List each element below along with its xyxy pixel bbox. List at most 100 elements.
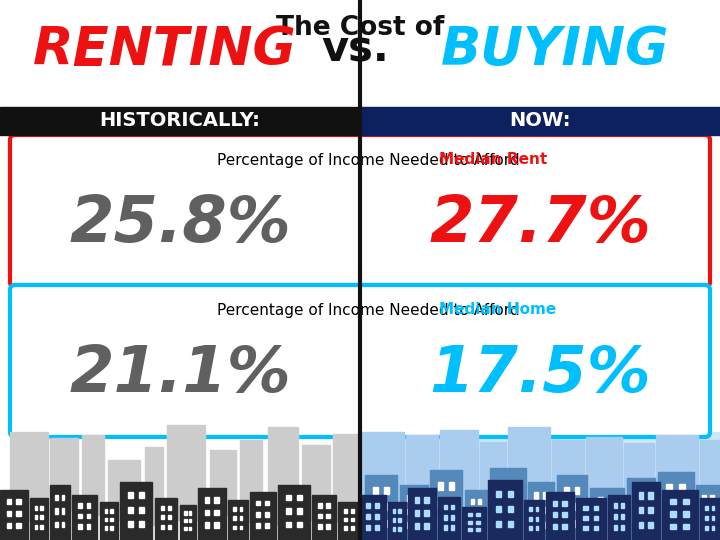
Bar (333, 434, 358, 522)
Bar (145, 447, 163, 525)
Bar (562, 501, 567, 506)
Bar (562, 524, 567, 529)
Bar (0, 0, 720, 110)
Bar (508, 491, 513, 497)
Bar (557, 475, 587, 540)
Bar (168, 505, 171, 510)
Bar (215, 522, 219, 528)
Bar (705, 526, 708, 530)
Bar (583, 526, 588, 530)
Bar (438, 518, 443, 526)
Bar (167, 425, 205, 520)
Bar (462, 507, 486, 540)
Text: BUYING: BUYING (441, 24, 669, 76)
Bar (536, 526, 539, 530)
Bar (478, 511, 481, 517)
Bar (449, 482, 454, 490)
Bar (17, 499, 21, 504)
Bar (667, 519, 672, 526)
Bar (710, 495, 714, 501)
Bar (297, 495, 302, 501)
FancyBboxPatch shape (10, 135, 710, 287)
Bar (613, 514, 617, 519)
Bar (360, 107, 720, 135)
Bar (658, 472, 694, 540)
Bar (343, 526, 347, 530)
Bar (240, 516, 243, 520)
Bar (702, 522, 706, 528)
Bar (586, 437, 622, 532)
Bar (408, 488, 436, 540)
Bar (373, 519, 378, 526)
Bar (644, 489, 648, 496)
Bar (543, 522, 547, 528)
Bar (511, 518, 517, 526)
Bar (621, 514, 624, 519)
Bar (30, 498, 48, 540)
Bar (407, 495, 411, 501)
Bar (667, 484, 672, 491)
Bar (375, 514, 379, 519)
Bar (256, 512, 261, 517)
Bar (139, 492, 144, 498)
Bar (528, 482, 554, 540)
Bar (553, 512, 557, 517)
Bar (204, 510, 209, 515)
Bar (55, 495, 58, 501)
Bar (576, 498, 606, 540)
Bar (139, 507, 144, 512)
Bar (228, 500, 248, 540)
Bar (430, 470, 462, 540)
Text: 21.1%: 21.1% (69, 343, 291, 405)
Bar (180, 505, 196, 540)
Bar (649, 492, 653, 498)
Bar (610, 497, 616, 503)
Bar (398, 518, 401, 522)
Bar (55, 522, 58, 527)
Bar (168, 525, 171, 529)
Bar (398, 527, 401, 531)
Bar (634, 505, 638, 511)
Bar (384, 519, 389, 526)
Bar (508, 427, 550, 535)
Bar (351, 517, 354, 521)
Bar (438, 482, 443, 490)
Bar (50, 438, 78, 510)
Bar (398, 509, 401, 513)
Bar (639, 492, 643, 498)
Bar (86, 514, 91, 518)
Bar (679, 484, 685, 491)
Bar (639, 507, 643, 513)
Bar (184, 527, 186, 530)
Bar (184, 511, 186, 515)
Bar (451, 525, 454, 530)
Bar (0, 432, 360, 540)
Text: Median Rent: Median Rent (439, 152, 547, 167)
FancyBboxPatch shape (10, 285, 710, 437)
Bar (508, 521, 513, 528)
Bar (278, 485, 310, 540)
Bar (400, 485, 428, 540)
Bar (656, 435, 698, 535)
Bar (233, 525, 236, 529)
Bar (351, 509, 354, 512)
Bar (375, 503, 379, 508)
Bar (360, 432, 720, 540)
Bar (634, 489, 638, 496)
Bar (649, 522, 653, 528)
Bar (384, 503, 389, 510)
Bar (86, 503, 91, 508)
Text: Percentage of Income Needed to Afford: Percentage of Income Needed to Afford (217, 152, 524, 167)
Bar (108, 460, 140, 520)
Bar (35, 525, 37, 529)
Bar (478, 499, 481, 504)
Bar (710, 522, 714, 528)
Bar (265, 523, 269, 528)
Text: 27.7%: 27.7% (429, 193, 651, 255)
Bar (326, 503, 330, 508)
Bar (286, 495, 291, 501)
Bar (593, 526, 598, 530)
Bar (632, 482, 660, 540)
Bar (10, 432, 48, 520)
Bar (78, 514, 82, 518)
